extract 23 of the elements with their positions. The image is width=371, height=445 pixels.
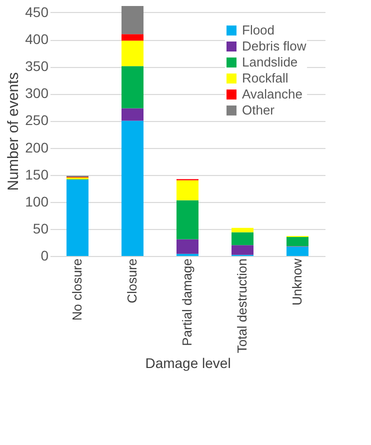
- x-tick-label: Total destruction: [234, 258, 250, 354]
- y-tick-label: 200: [25, 139, 49, 156]
- y-tick-label: 100: [25, 193, 49, 210]
- legend-label: Debris flow: [242, 38, 307, 54]
- y-tick-label: 400: [25, 31, 49, 48]
- legend-label: Flood: [242, 22, 275, 38]
- x-axis-title: Damage level: [145, 355, 231, 372]
- legend-label: Rockfall: [242, 70, 288, 86]
- legend-label: Avalanche: [242, 86, 302, 102]
- y-tick-label: 250: [25, 112, 49, 128]
- y-tick-label: 150: [25, 166, 49, 182]
- x-tick-label: Unknow: [290, 258, 304, 306]
- y-tick-label: 300: [25, 85, 49, 102]
- y-tick-label: 450: [25, 4, 49, 20]
- legend-label: Other: [242, 102, 276, 118]
- x-tick-label: Partial damage: [180, 258, 194, 346]
- y-tick-label: 50: [32, 220, 49, 236]
- x-tick-label: Closure: [124, 258, 140, 304]
- y-axis-title: Number of events: [5, 72, 22, 191]
- legend-label: Landslide: [242, 54, 298, 70]
- y-tick-label: 0: [40, 248, 49, 264]
- y-tick-label: 350: [25, 58, 49, 74]
- x-tick-label: No closure: [70, 258, 84, 321]
